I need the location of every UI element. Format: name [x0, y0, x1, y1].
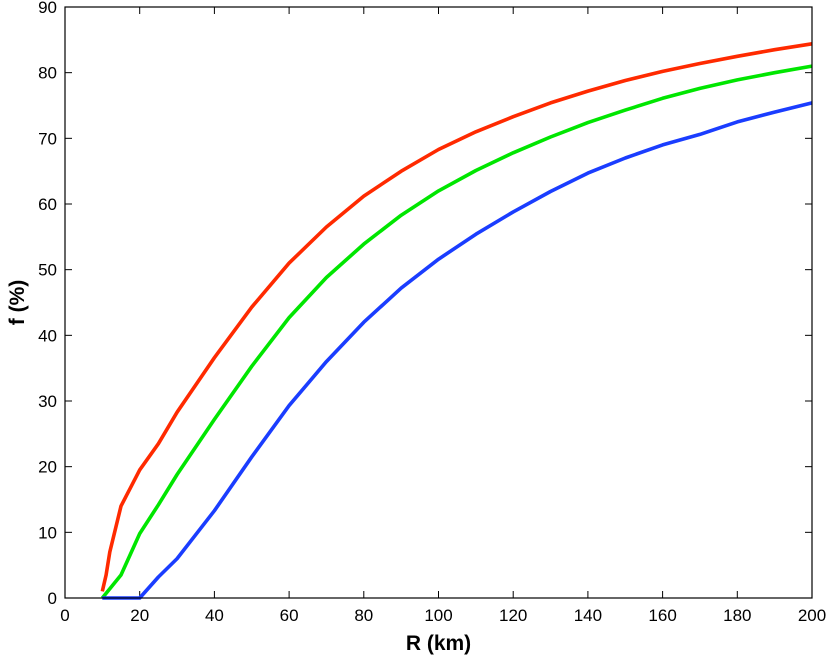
x-tick-label: 80 [354, 606, 373, 625]
x-tick-label: 20 [130, 606, 149, 625]
x-tick-label: 200 [798, 606, 826, 625]
y-tick-label: 90 [38, 0, 57, 17]
x-tick-label: 60 [280, 606, 299, 625]
x-tick-label: 40 [205, 606, 224, 625]
y-tick-label: 80 [38, 64, 57, 83]
x-tick-label: 0 [60, 606, 69, 625]
y-tick-label: 60 [38, 195, 57, 214]
x-axis-label: R (km) [406, 632, 471, 655]
series-line-2 [100, 64, 813, 600]
y-tick-label: 0 [48, 589, 57, 608]
series-line-3 [102, 101, 813, 600]
y-tick-label: 20 [38, 458, 57, 477]
y-tick-label: 70 [38, 129, 57, 148]
y-tick-label: 40 [38, 326, 57, 345]
x-tick-label: 100 [424, 606, 452, 625]
series-line-1 [100, 42, 813, 592]
x-tick-label: 120 [499, 606, 527, 625]
y-tick-label: 30 [38, 392, 57, 411]
series-lines [100, 42, 813, 600]
y-tick-label: 50 [38, 261, 57, 280]
y-axis-label: f (%) [6, 280, 29, 326]
y-tick-label: 10 [38, 523, 57, 542]
x-tick-label: 160 [648, 606, 676, 625]
plot-area-frame [64, 6, 813, 599]
x-tick-label: 140 [574, 606, 602, 625]
x-axis-ticks: 0 20 40 60 80 100 120 140 160 180 200 [60, 7, 826, 625]
x-tick-label: 180 [723, 606, 751, 625]
